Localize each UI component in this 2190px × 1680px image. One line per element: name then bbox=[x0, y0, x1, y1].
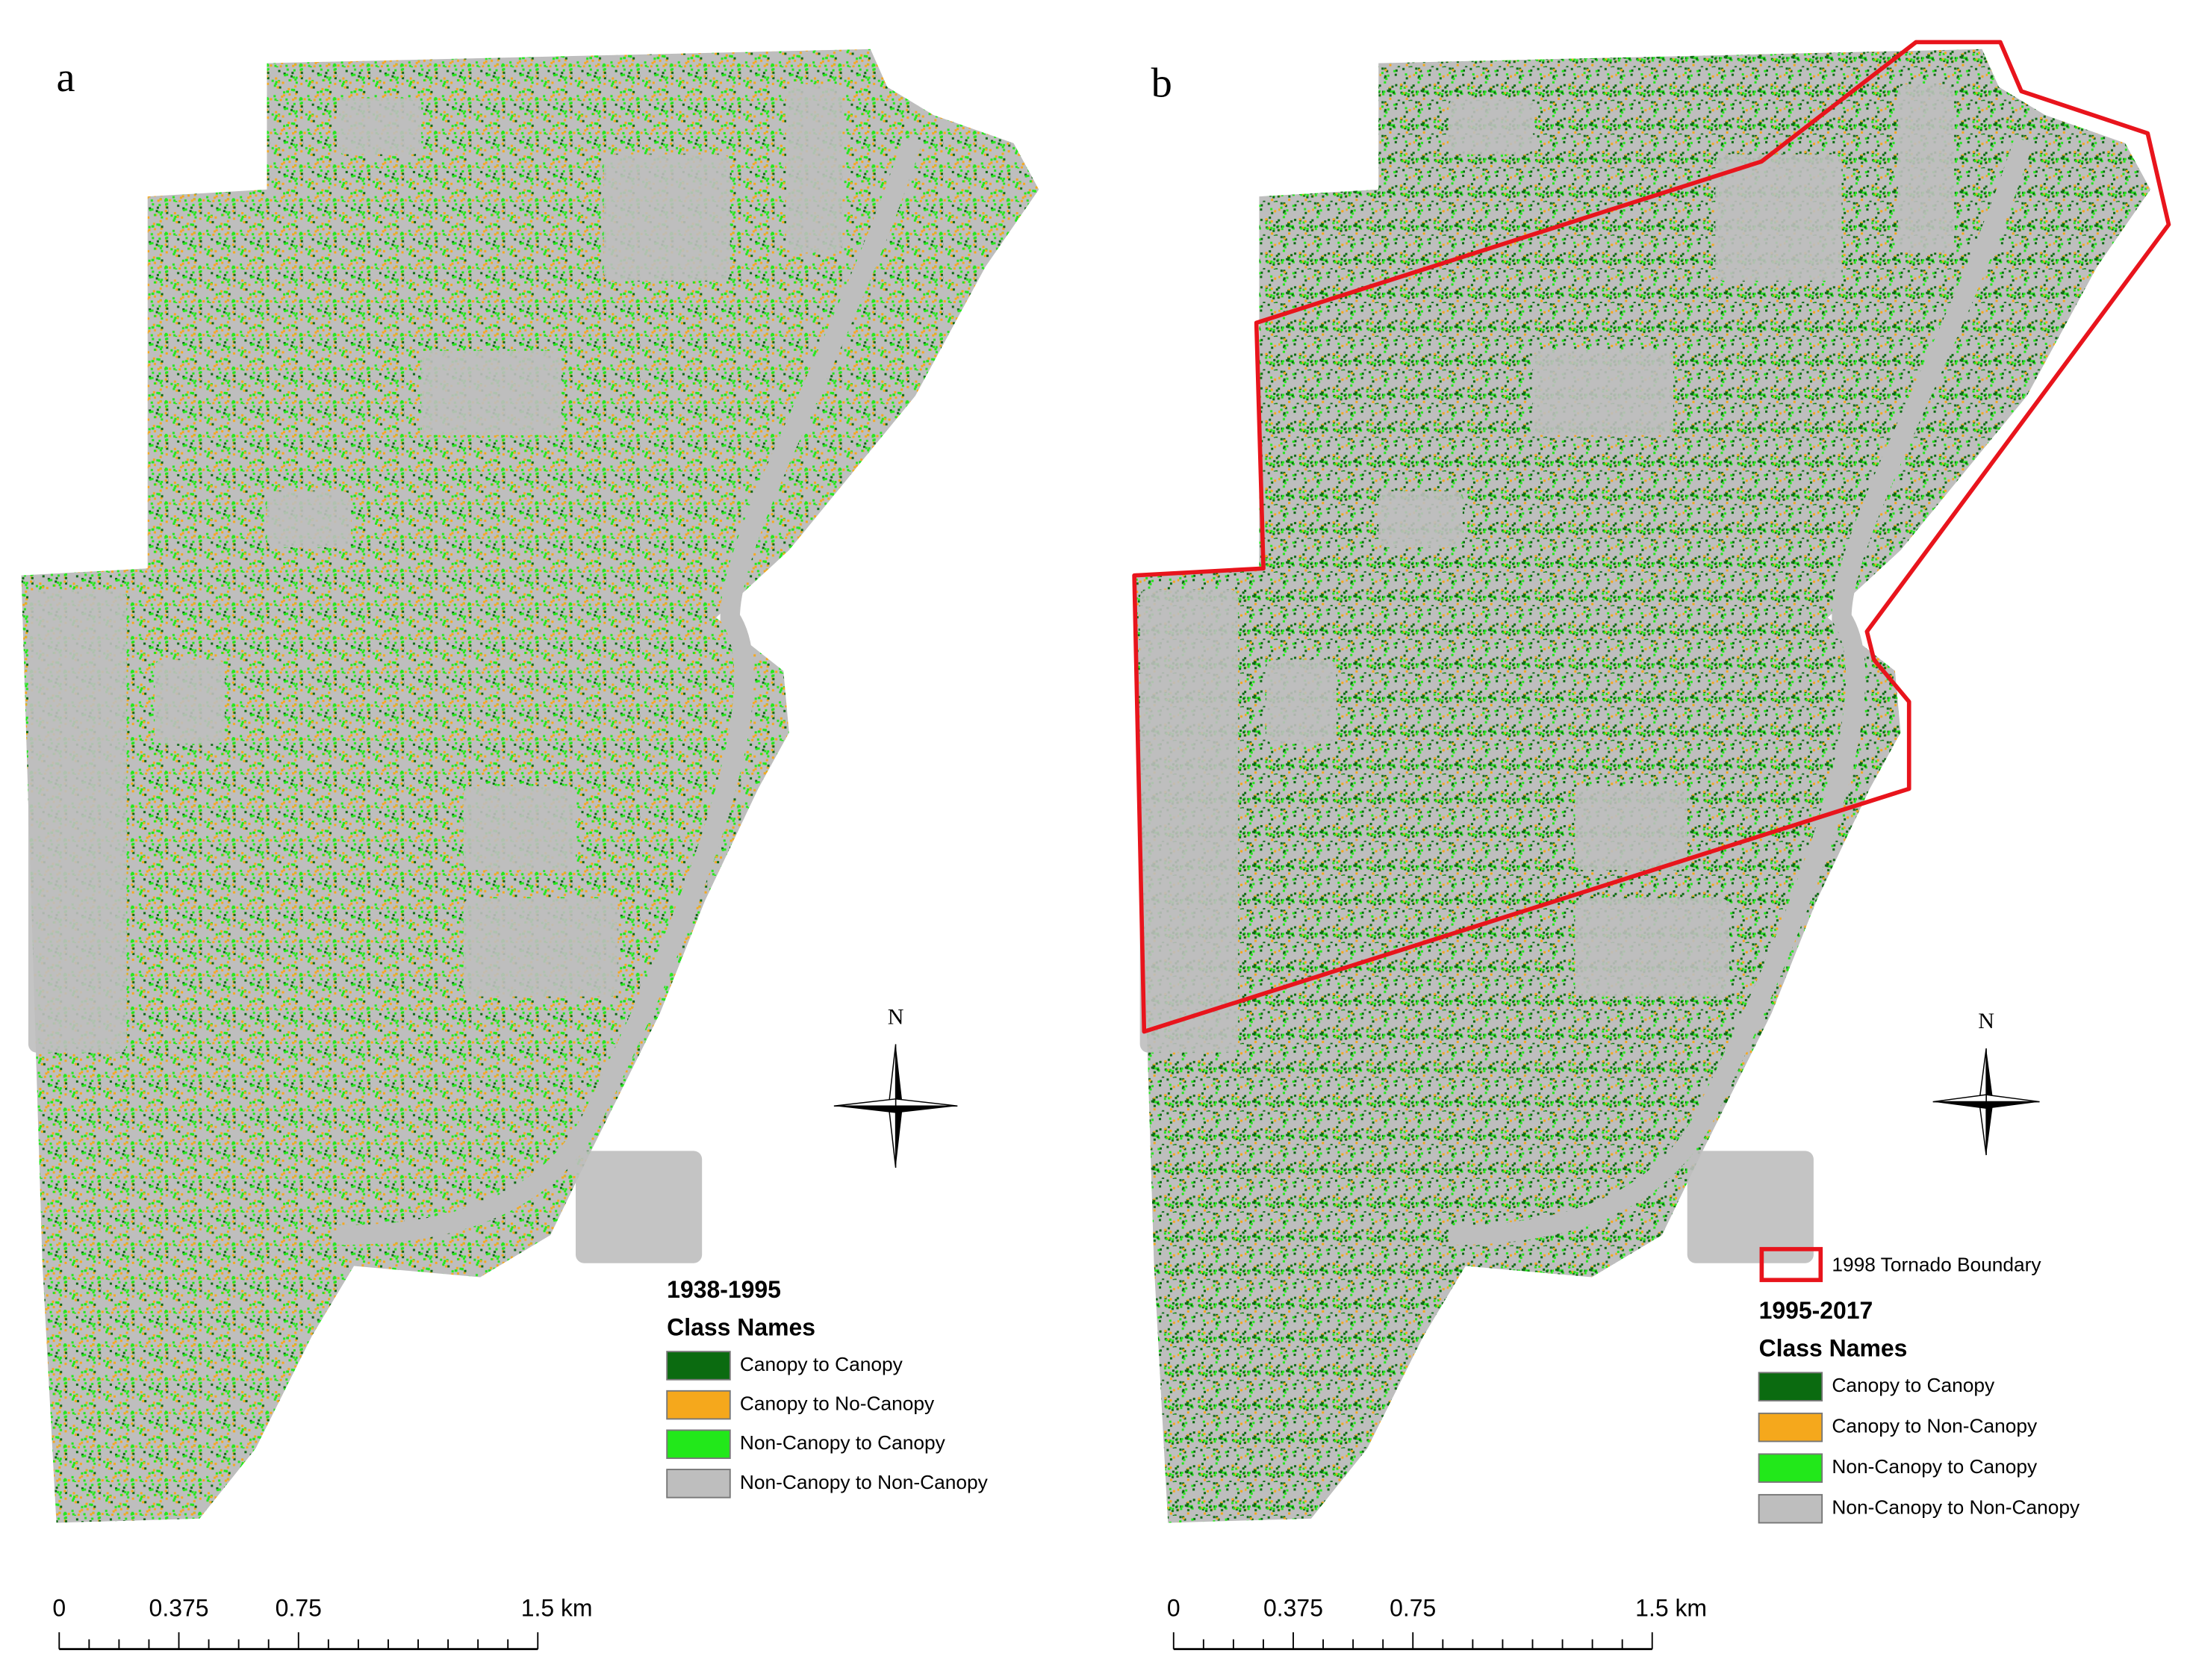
map-blocks bbox=[28, 84, 922, 1263]
legend-swatch bbox=[1759, 1247, 1823, 1283]
north-arrow bbox=[1986, 1101, 2040, 1109]
legend-swatch bbox=[1758, 1372, 1823, 1401]
open-land bbox=[603, 154, 730, 281]
legend-heading: Class Names bbox=[1759, 1335, 1908, 1362]
legend-swatch bbox=[666, 1429, 731, 1459]
north-arrow bbox=[888, 1044, 897, 1107]
scale-label: 0.75 bbox=[1390, 1594, 1436, 1621]
legend-label: 1998 Tornado Boundary bbox=[1832, 1253, 2041, 1275]
open-land bbox=[1897, 84, 1954, 253]
legend-label: Non-Canopy to Non-Canopy bbox=[1832, 1496, 2080, 1519]
north-arrow bbox=[1978, 1048, 1987, 1103]
open-land bbox=[1449, 98, 1533, 155]
legend-label: Canopy to Canopy bbox=[740, 1353, 903, 1375]
scale-label: 0.375 bbox=[149, 1594, 209, 1621]
legend-swatch bbox=[666, 1469, 731, 1499]
open-land bbox=[1715, 154, 1842, 281]
legend-label: Canopy to No-Canopy bbox=[740, 1393, 935, 1415]
legend-label: Canopy to Canopy bbox=[1832, 1374, 1995, 1396]
north-label: N bbox=[1978, 1008, 1994, 1033]
open-land bbox=[1575, 898, 1730, 997]
legend-label: Non-Canopy to Canopy bbox=[1832, 1455, 2038, 1478]
scale-label: 0.375 bbox=[1263, 1594, 1323, 1621]
open-land bbox=[463, 898, 618, 997]
scale-label: 0.75 bbox=[276, 1594, 322, 1621]
map-blocks bbox=[1139, 84, 2034, 1263]
north-arrow bbox=[895, 1098, 958, 1107]
north-arrow bbox=[1978, 1101, 1987, 1156]
legend-swatch bbox=[1758, 1412, 1823, 1443]
scale-label: 0 bbox=[52, 1594, 66, 1621]
north-arrow bbox=[895, 1106, 958, 1113]
legend-swatch bbox=[666, 1351, 731, 1381]
legend-title: 1995-2017 bbox=[1759, 1297, 1873, 1324]
tornado-boundary bbox=[1132, 40, 2171, 1034]
legend-label: Non-Canopy to Canopy bbox=[740, 1431, 946, 1454]
open-land bbox=[463, 785, 576, 871]
scale-label: 0 bbox=[1167, 1594, 1180, 1621]
open-land bbox=[786, 84, 843, 253]
legend-heading: Class Names bbox=[667, 1314, 815, 1341]
north-arrow bbox=[895, 1106, 903, 1168]
legend-label: Canopy to Non-Canopy bbox=[1832, 1415, 2038, 1437]
north-arrow bbox=[895, 1044, 903, 1107]
north-label: N bbox=[888, 1004, 904, 1030]
north-arrow bbox=[1986, 1101, 1994, 1155]
north-arrow bbox=[1932, 1094, 1987, 1103]
legend-title: 1938-1995 bbox=[667, 1276, 781, 1303]
open-land bbox=[267, 491, 352, 548]
open-land bbox=[1575, 785, 1687, 871]
scale-label: 1.5 km bbox=[1635, 1594, 1707, 1621]
legend-swatch bbox=[666, 1390, 731, 1420]
open-land bbox=[1139, 589, 1239, 1053]
open-land bbox=[155, 659, 225, 744]
legend-swatch bbox=[1758, 1453, 1823, 1483]
river bbox=[1449, 137, 2034, 1245]
river bbox=[337, 137, 922, 1245]
open-land bbox=[28, 589, 127, 1053]
north-arrow bbox=[888, 1105, 897, 1168]
open-land bbox=[576, 1151, 703, 1263]
legend-label: Non-Canopy to Non-Canopy bbox=[740, 1471, 989, 1493]
open-land bbox=[421, 350, 562, 435]
scale-label: 1.5 km bbox=[521, 1594, 593, 1621]
open-land bbox=[1532, 350, 1673, 435]
north-arrow bbox=[1932, 1101, 1987, 1109]
north-arrow bbox=[1986, 1048, 1994, 1102]
legend-swatch bbox=[1758, 1493, 1823, 1524]
open-land bbox=[337, 98, 422, 155]
north-arrow bbox=[833, 1098, 897, 1107]
north-arrow bbox=[1985, 1094, 2040, 1103]
north-arrow bbox=[833, 1106, 896, 1113]
panel-label: b bbox=[1151, 60, 1172, 106]
open-land bbox=[1378, 491, 1463, 548]
open-land bbox=[1687, 1151, 1814, 1263]
panel-label: a bbox=[57, 55, 75, 101]
open-land bbox=[1266, 659, 1337, 744]
